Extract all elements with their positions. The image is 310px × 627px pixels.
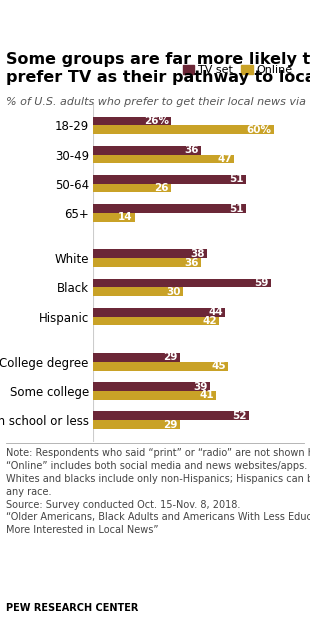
Bar xyxy=(93,250,207,258)
Text: 36: 36 xyxy=(184,258,199,268)
Text: 26%: 26% xyxy=(144,116,169,126)
Text: 51: 51 xyxy=(229,174,244,184)
Text: % of U.S. adults who prefer to get their local news via ...: % of U.S. adults who prefer to get their… xyxy=(6,97,310,107)
Bar xyxy=(93,125,273,134)
Text: 42: 42 xyxy=(202,316,217,326)
Bar xyxy=(93,308,225,317)
Bar xyxy=(93,382,210,391)
Bar xyxy=(93,213,135,222)
Text: 36: 36 xyxy=(184,145,199,155)
Text: 44: 44 xyxy=(208,307,223,317)
Bar xyxy=(93,146,201,154)
Bar xyxy=(93,154,234,163)
Text: 60%: 60% xyxy=(246,125,271,135)
Bar xyxy=(93,353,180,362)
Bar xyxy=(93,391,216,400)
Bar xyxy=(93,117,171,125)
Bar xyxy=(93,175,246,184)
Bar xyxy=(93,184,171,192)
Bar xyxy=(93,362,228,371)
Text: 38: 38 xyxy=(190,249,205,259)
Text: 59: 59 xyxy=(254,278,268,288)
Text: 29: 29 xyxy=(163,352,178,362)
Text: 45: 45 xyxy=(211,361,226,371)
Text: 52: 52 xyxy=(232,411,247,421)
Text: 29: 29 xyxy=(163,419,178,429)
Text: PEW RESEARCH CENTER: PEW RESEARCH CENTER xyxy=(6,603,139,613)
Bar xyxy=(93,278,271,287)
Text: 39: 39 xyxy=(193,382,208,392)
Text: 41: 41 xyxy=(199,391,214,400)
Bar xyxy=(93,420,180,429)
Legend: TV set, Online: TV set, Online xyxy=(183,65,292,75)
Text: 47: 47 xyxy=(217,154,232,164)
Text: Note: Respondents who said “print” or “radio” are not shown here.
“Online” inclu: Note: Respondents who said “print” or “r… xyxy=(6,448,310,535)
Text: Some groups are far more likely to
prefer TV as their pathway to local news: Some groups are far more likely to prefe… xyxy=(6,51,310,85)
Text: 14: 14 xyxy=(118,213,133,223)
Bar xyxy=(93,411,250,420)
Bar xyxy=(93,317,219,325)
Bar xyxy=(93,204,246,213)
Text: 26: 26 xyxy=(154,183,169,193)
Bar xyxy=(93,258,201,267)
Text: 51: 51 xyxy=(229,204,244,214)
Bar xyxy=(93,287,183,296)
Text: 30: 30 xyxy=(166,287,181,297)
